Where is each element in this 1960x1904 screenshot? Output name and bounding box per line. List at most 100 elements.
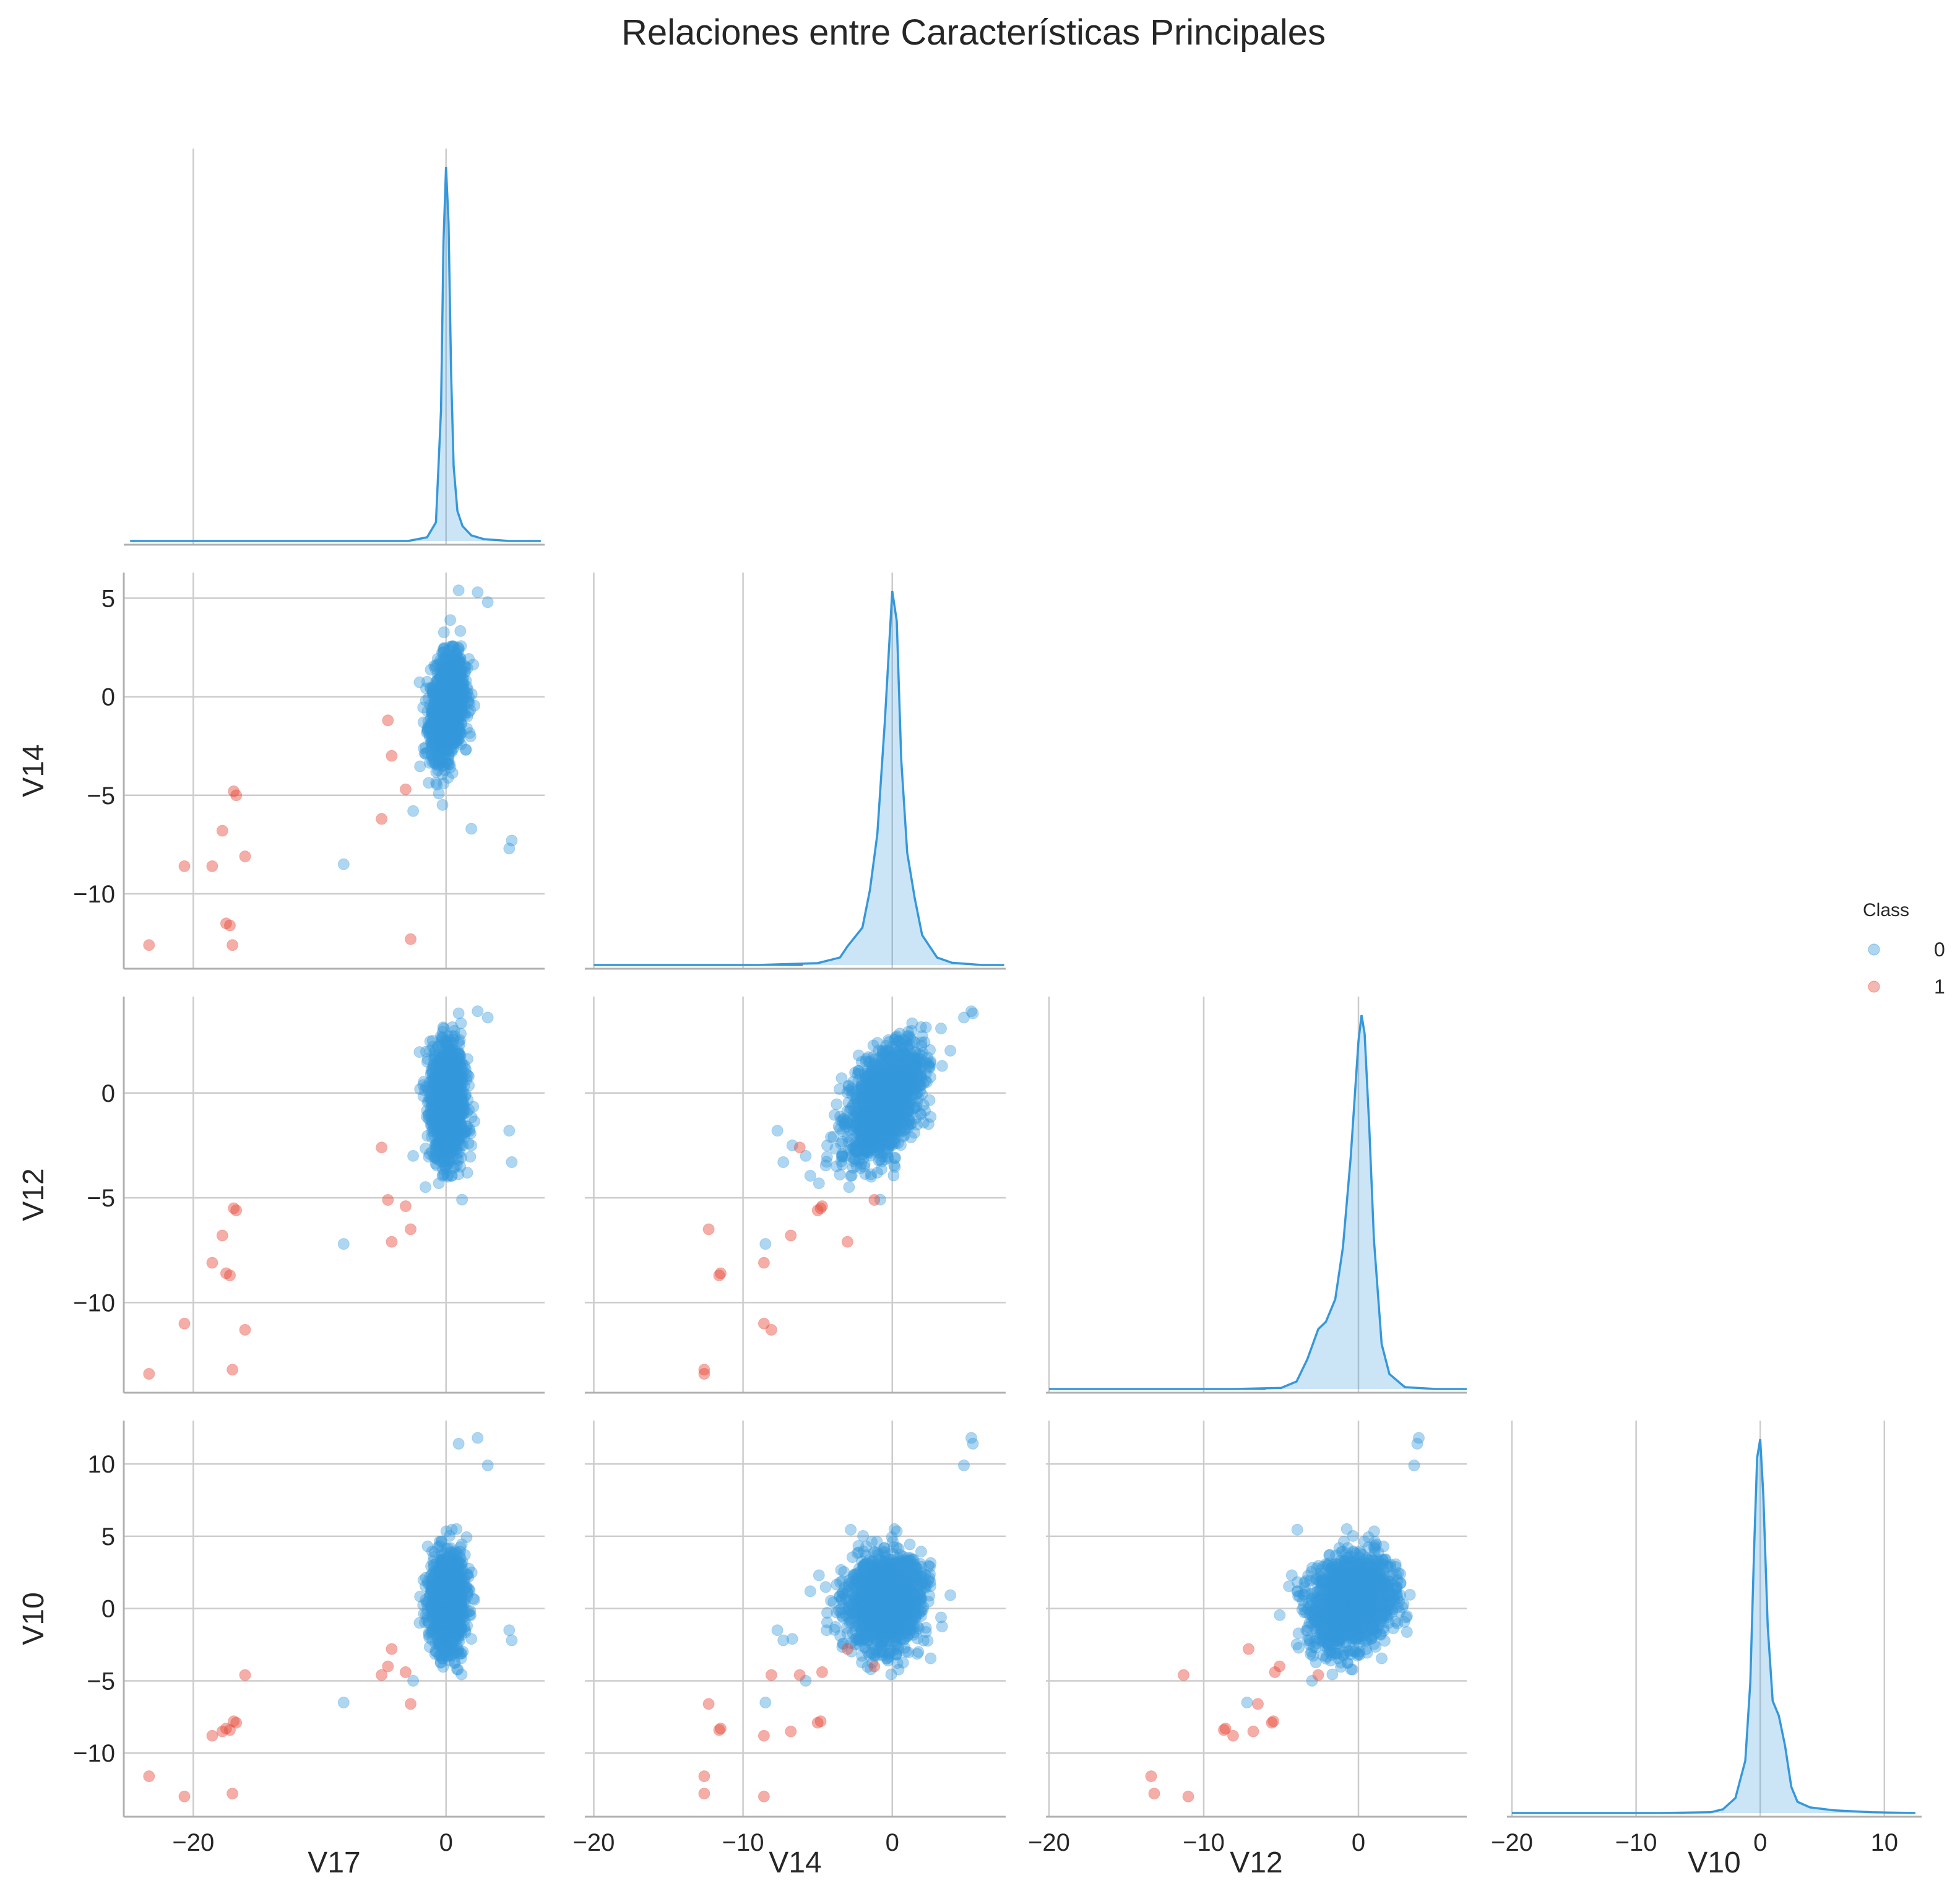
point-class-0 (444, 707, 457, 719)
point-class-0 (447, 695, 459, 707)
point-class-0 (427, 708, 439, 720)
point-class-1 (841, 1235, 853, 1248)
point-class-0 (443, 704, 455, 717)
point-class-0 (441, 720, 453, 733)
point-class-0 (432, 712, 444, 725)
point-class-0 (443, 670, 455, 682)
point-class-0 (430, 766, 443, 778)
point-class-0 (441, 733, 453, 746)
point-class-0 (443, 721, 455, 733)
point-class-0 (829, 1143, 842, 1155)
point-class-0 (448, 716, 460, 729)
point-class-0 (337, 1238, 350, 1250)
point-class-0 (465, 1139, 478, 1151)
point-class-0 (444, 676, 456, 688)
point-class-0 (455, 717, 468, 730)
point-class-0 (439, 690, 452, 703)
point-class-0 (438, 719, 451, 732)
point-class-1 (382, 714, 394, 727)
point-class-0 (438, 716, 451, 728)
point-class-0 (439, 680, 451, 693)
point-class-1 (405, 1223, 417, 1235)
point-class-0 (442, 689, 454, 701)
point-class-0 (777, 1156, 790, 1168)
point-class-0 (460, 743, 472, 756)
point-class-0 (876, 1045, 889, 1058)
point-class-0 (446, 709, 458, 722)
point-class-0 (431, 674, 444, 686)
point-class-0 (438, 677, 451, 689)
point-class-0 (447, 703, 459, 715)
point-class-0 (436, 687, 449, 699)
point-class-0 (435, 730, 447, 743)
point-class-0 (438, 725, 450, 737)
point-class-0 (460, 674, 472, 686)
point-class-0 (436, 798, 449, 811)
point-class-0 (456, 695, 468, 707)
point-class-0 (454, 625, 467, 637)
point-class-0 (435, 716, 447, 729)
point-class-0 (438, 693, 450, 705)
point-class-0 (434, 698, 446, 711)
point-class-0 (445, 732, 457, 744)
point-class-1 (765, 1323, 777, 1336)
point-class-0 (444, 694, 456, 706)
point-class-0 (842, 1136, 855, 1148)
point-class-0 (440, 697, 452, 709)
point-class-0 (436, 699, 449, 712)
point-class-0 (446, 640, 459, 652)
point-class-0 (870, 1082, 883, 1094)
y-tick-label: 0 (101, 684, 115, 711)
point-class-0 (423, 722, 435, 734)
point-class-1 (239, 850, 251, 862)
point-class-1 (793, 1141, 806, 1154)
point-class-0 (443, 677, 455, 689)
point-class-0 (437, 681, 449, 693)
point-class-0 (439, 703, 452, 716)
point-class-0 (452, 584, 465, 597)
point-class-0 (453, 672, 465, 684)
point-class-0 (439, 682, 451, 694)
point-class-0 (443, 653, 455, 665)
point-class-0 (448, 641, 460, 652)
point-class-0 (440, 726, 452, 738)
point-class-0 (433, 712, 445, 725)
point-class-0 (451, 704, 463, 717)
point-class-0 (441, 697, 454, 709)
point-class-0 (444, 725, 457, 737)
point-class-0 (444, 696, 456, 708)
point-class-0 (436, 647, 448, 659)
point-class-0 (434, 736, 446, 748)
point-class-0 (446, 700, 458, 712)
point-class-0 (834, 1169, 846, 1181)
point-class-0 (831, 1098, 843, 1110)
point-class-0 (443, 690, 455, 703)
point-class-0 (429, 739, 441, 751)
point-class-0 (439, 697, 452, 709)
point-class-0 (432, 689, 444, 701)
point-class-0 (453, 667, 465, 680)
point-class-0 (439, 691, 451, 703)
point-class-0 (458, 666, 470, 678)
point-class-1 (216, 1229, 228, 1242)
point-class-0 (444, 678, 456, 690)
point-class-0 (454, 652, 467, 664)
point-class-0 (446, 671, 459, 683)
point-class-0 (438, 669, 451, 682)
point-class-0 (447, 678, 459, 690)
point-class-0 (453, 708, 465, 719)
point-class-0 (436, 701, 449, 713)
point-class-0 (439, 714, 452, 727)
point-class-0 (433, 689, 445, 701)
point-class-0 (441, 700, 454, 712)
point-class-1 (178, 860, 191, 872)
point-class-0 (440, 706, 452, 718)
point-class-0 (436, 720, 449, 733)
point-class-0 (447, 683, 460, 696)
point-class-0 (443, 701, 455, 714)
point-class-0 (449, 694, 461, 706)
point-class-0 (435, 684, 447, 696)
point-class-0 (443, 699, 454, 712)
point-class-0 (449, 691, 461, 703)
point-class-0 (852, 1075, 865, 1087)
